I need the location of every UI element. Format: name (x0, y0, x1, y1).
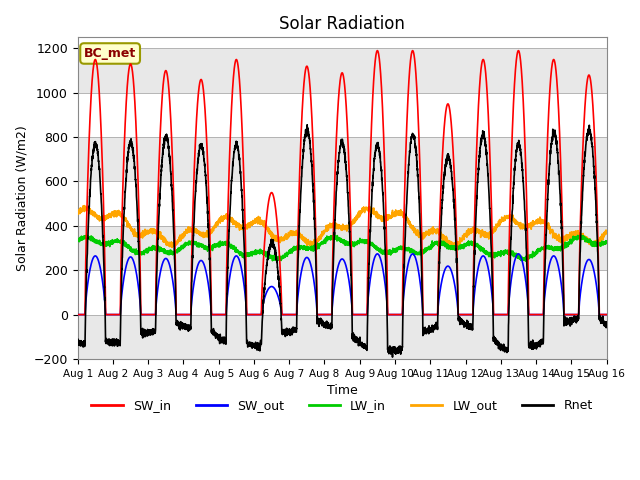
Bar (77, 314, 607, 359)
Bar (77, 137, 607, 181)
Y-axis label: Solar Radiation (W/m2): Solar Radiation (W/m2) (15, 125, 28, 271)
Title: Solar Radiation: Solar Radiation (279, 15, 405, 33)
Bar (77, 48, 607, 93)
Bar (77, 226, 607, 270)
Text: BC_met: BC_met (84, 47, 136, 60)
Legend: SW_in, SW_out, LW_in, LW_out, Rnet: SW_in, SW_out, LW_in, LW_out, Rnet (86, 394, 598, 417)
X-axis label: Time: Time (327, 384, 358, 397)
